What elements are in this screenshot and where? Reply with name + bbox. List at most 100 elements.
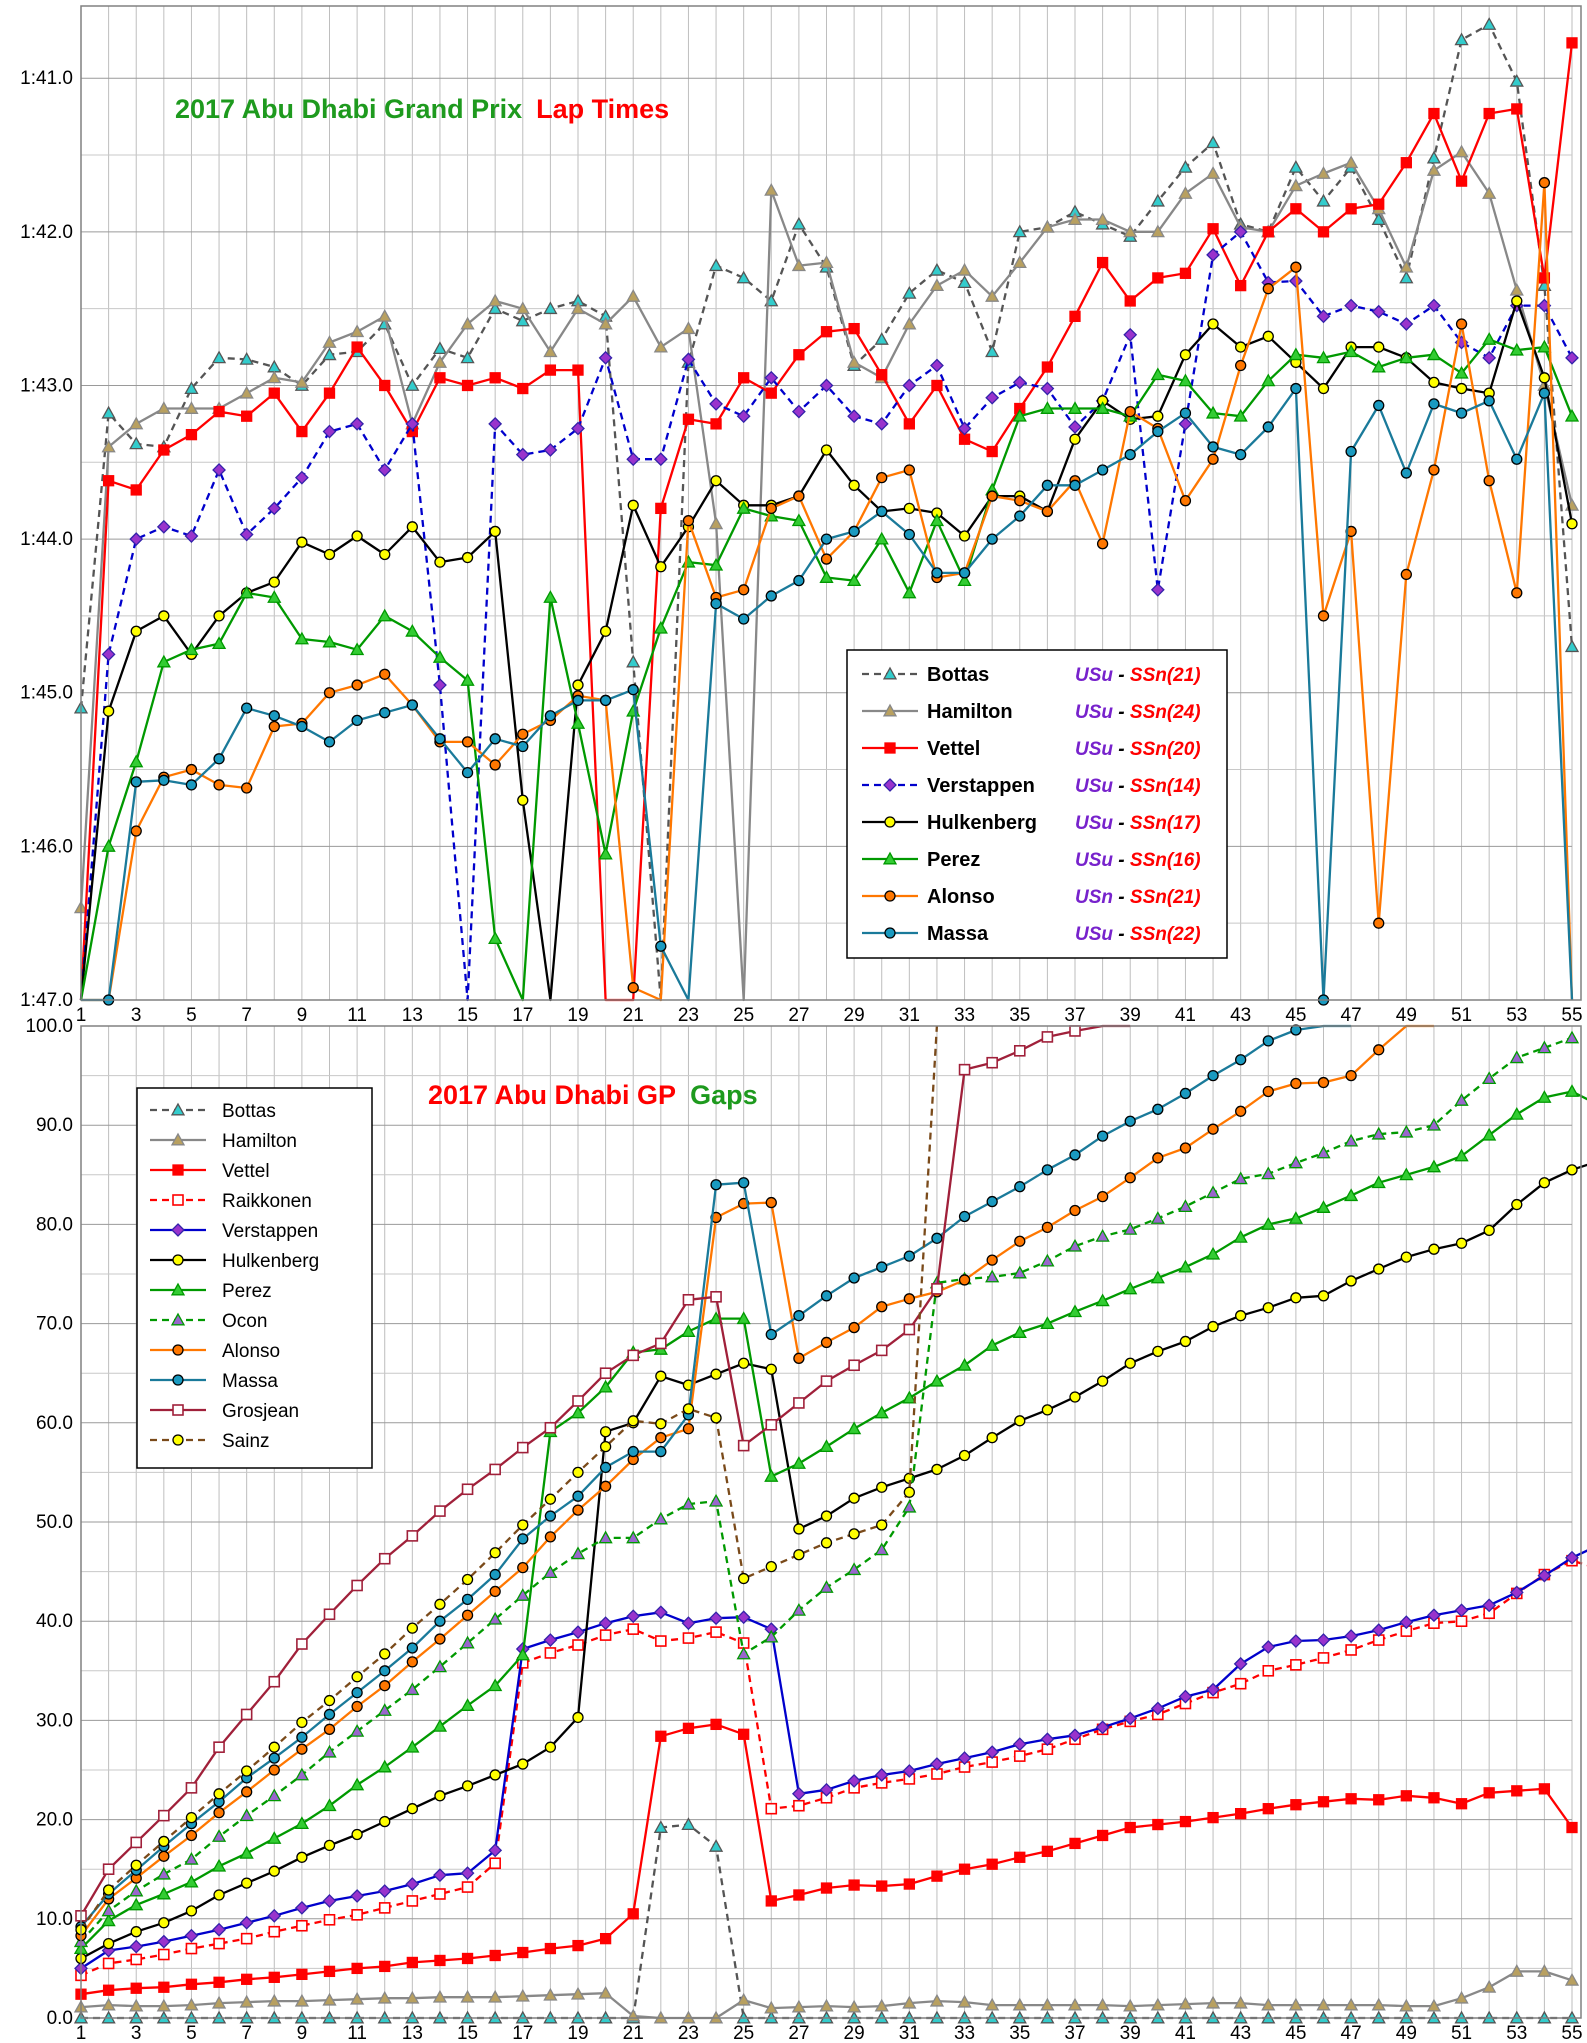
- laptimes-point-bottas-49: [1399, 270, 1414, 284]
- gaps-point-perez-13: [405, 1739, 420, 1753]
- gaps-point-alonso-45: [1290, 1077, 1302, 1090]
- gaps-point-vettel-43: [1235, 1807, 1247, 1820]
- gaps-legend-sample-hulkenberg-marker: [172, 1254, 184, 1266]
- laptimes-point-perez-28: [819, 570, 834, 583]
- gaps-point-hulkenberg-15: [461, 1780, 474, 1792]
- laptimes-point-hulkenberg-3: [130, 625, 142, 637]
- laptimes-point-hamilton-41: [1178, 186, 1193, 199]
- gaps-point-ocon-3: [129, 1883, 144, 1897]
- gaps-point-bottas-22: [653, 1820, 668, 1833]
- gaps-point-alonso-44: [1262, 1085, 1274, 1098]
- laptimes-x-tick-27: 27: [788, 1005, 809, 1026]
- laptimes-point-vettel-40: [1152, 272, 1164, 284]
- gaps-point-hulkenberg-12: [379, 1815, 391, 1828]
- gaps-x-tick-17: 17: [512, 2023, 533, 2043]
- lap-times-legend-item-verstappen: Verstappen USu - SSn(14): [862, 775, 1201, 797]
- gaps-point-vettel-4: [158, 1981, 170, 1993]
- laptimes-point-bottas-50: [1426, 150, 1442, 164]
- gaps-point-perez-37: [1067, 1304, 1083, 1318]
- gaps-point-verstappen-16: [488, 1843, 503, 1858]
- gaps-point-perez-35: [1012, 1325, 1027, 1338]
- gaps-point-massa-44: [1262, 1035, 1274, 1047]
- gaps-point-ocon-15: [460, 1635, 475, 1649]
- gaps-point-massa-25: [738, 1177, 750, 1189]
- gaps-point-massa-39: [1124, 1115, 1136, 1127]
- gaps-point-perez-40: [1150, 1270, 1165, 1284]
- gaps-point-grosjean-26: [765, 1418, 778, 1431]
- gaps-point-ocon-48: [1371, 1126, 1386, 1140]
- gaps-point-ocon-47: [1344, 1133, 1359, 1147]
- gaps-point-ocon-40: [1150, 1211, 1165, 1224]
- gaps-point-hulkenberg-44: [1262, 1302, 1274, 1314]
- gaps-point-perez-49: [1399, 1167, 1414, 1181]
- tyre-end-vettel: SSn(20): [1130, 739, 1201, 760]
- gaps-point-perez-5: [184, 1874, 199, 1888]
- gaps-point-hulkenberg-40: [1152, 1345, 1164, 1358]
- laptimes-point-perez-2: [101, 839, 116, 852]
- laptimes-point-vettel-32: [931, 379, 943, 392]
- laptimes-point-alonso-35: [1014, 495, 1026, 507]
- gaps-point-sainz-4: [158, 1835, 170, 1848]
- gaps-point-hulkenberg-19: [572, 1711, 584, 1724]
- laptimes-point-alonso-54: [1538, 177, 1551, 189]
- gaps-point-hulkenberg-38: [1096, 1375, 1109, 1387]
- laptimes-point-massa-54: [1538, 387, 1551, 399]
- lap-times-legend-sample-vettel-marker: [884, 742, 896, 754]
- gaps-point-sainz-3: [130, 1859, 142, 1871]
- gaps-legend: Bottas Hamilton Vettel Raikkonen Verstappen H…: [136, 1087, 373, 1469]
- laptimes-point-hamilton-38: [1095, 212, 1110, 225]
- gaps-point-alonso-34: [986, 1254, 998, 1266]
- laptimes-point-bottas-46: [1316, 193, 1331, 207]
- laptimes-point-verstappen-27: [791, 404, 806, 419]
- gaps-point-ocon-34: [985, 1269, 1000, 1283]
- gaps-point-verstappen-48: [1371, 1623, 1386, 1638]
- gaps-point-verstappen-6: [212, 1922, 226, 1937]
- gaps-point-verstappen-51: [1454, 1603, 1469, 1618]
- gaps-point-massa-26: [765, 1328, 777, 1341]
- laptimes-point-vettel-48: [1373, 198, 1385, 210]
- gaps-point-massa-40: [1152, 1103, 1164, 1115]
- gaps-point-verstappen-4: [156, 1934, 171, 1949]
- gaps-point-massa-17: [517, 1533, 529, 1545]
- tyre-end-hamilton: SSn(24): [1130, 702, 1201, 723]
- gaps-point-hamilton-52: [1482, 1979, 1497, 1993]
- laptimes-point-alonso-3: [130, 825, 142, 837]
- gaps-point-ocon-24: [708, 1493, 724, 1507]
- gaps-point-grosjean-21: [627, 1349, 640, 1362]
- gaps-y-tick-6: 60.0: [36, 1413, 73, 1434]
- tyre-separator-hamilton: -: [1113, 702, 1130, 723]
- tyre-separator-perez: -: [1113, 850, 1130, 871]
- gaps-point-grosjean-5: [185, 1782, 198, 1794]
- gaps-point-massa-8: [268, 1752, 280, 1764]
- gaps-point-vettel-13: [406, 1956, 418, 1969]
- laptimes-point-perez-20: [598, 846, 613, 860]
- laptimes-point-hulkenberg-40: [1152, 410, 1164, 422]
- gaps-point-perez-25: [736, 1311, 751, 1325]
- gaps-point-verstappen-49: [1399, 1615, 1414, 1630]
- gaps-point-ocon-46: [1316, 1145, 1331, 1159]
- gaps-point-perez-48: [1371, 1175, 1386, 1189]
- laptimes-point-verstappen-23: [681, 352, 696, 367]
- laptimes-point-perez-43: [1233, 408, 1248, 422]
- gaps-point-verstappen-41: [1178, 1689, 1193, 1704]
- gaps-point-alonso-13: [406, 1656, 418, 1668]
- gaps-legend-item-hamilton: Hamilton: [150, 1131, 297, 1152]
- laptimes-point-massa-47: [1345, 445, 1357, 458]
- laptimes-point-vettel-49: [1400, 157, 1412, 169]
- laptimes-point-alonso-5: [185, 763, 198, 776]
- gaps-point-vettel-14: [434, 1954, 446, 1967]
- gaps-point-sainz-7: [241, 1765, 253, 1777]
- gaps-point-sainz-31: [903, 1486, 915, 1498]
- gaps-point-vettel-30: [876, 1880, 888, 1892]
- laptimes-point-vettel-19: [572, 364, 584, 376]
- gaps-point-raikkonen-2: [102, 1957, 115, 1970]
- tyre-end-perez: SSn(16): [1130, 850, 1201, 871]
- gaps-point-perez-54: [1537, 1090, 1552, 1103]
- laptimes-point-hulkenberg-13: [406, 521, 418, 533]
- laptimes-point-hamilton-21: [626, 289, 641, 302]
- tyre-strategy-hamilton: USu - SSn(24): [1075, 702, 1201, 723]
- laptimes-point-hamilton-11: [350, 324, 365, 338]
- laptimes-x-tick-29: 29: [844, 1005, 865, 1026]
- gaps-x-tick-15: 15: [457, 2023, 478, 2043]
- lap-times-legend: Bottas USu - SSn(21) Hamilton USu - SSn(24)…: [846, 649, 1228, 959]
